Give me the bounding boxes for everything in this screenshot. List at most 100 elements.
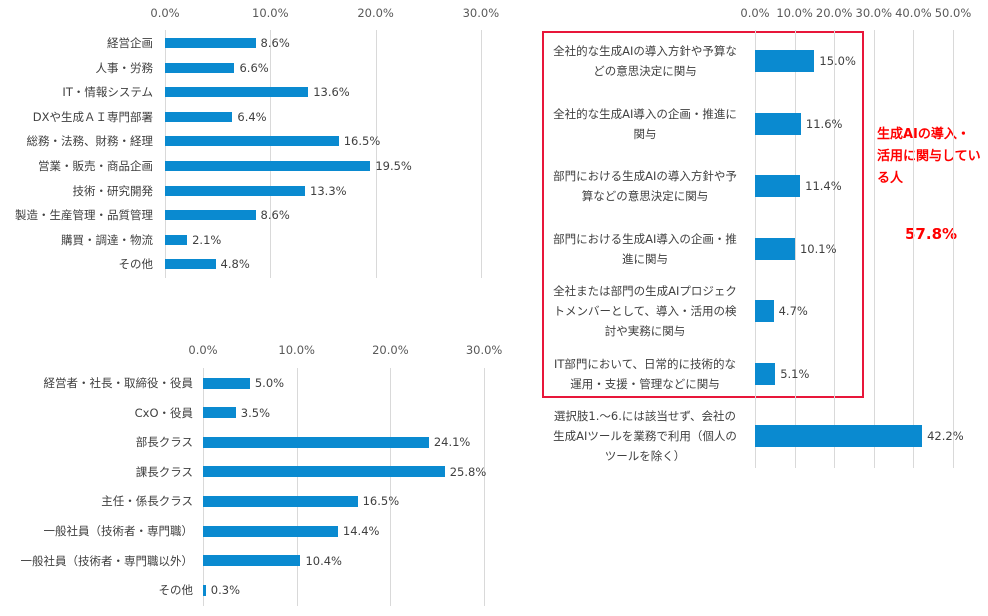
position-chart-bar <box>203 436 429 448</box>
department-chart-tick-label: 0.0% <box>150 6 180 20</box>
position-chart-category-label: 主任・係長クラス <box>101 494 193 509</box>
department-chart-data-label: 13.6% <box>313 85 350 100</box>
department-chart-category-label: その他 <box>118 257 154 272</box>
position-chart-data-label: 10.4% <box>305 553 342 568</box>
department-chart-data-label: 8.6% <box>260 208 290 223</box>
involvement-chart-bar <box>755 425 923 447</box>
department-chart-bar <box>165 259 216 270</box>
involvement-chart-category-label: 全社または部門の生成AIプロジェクトメンバーとして、導入・活用の検討や実務に関与 <box>553 284 737 338</box>
department-chart-data-label: 2.1% <box>192 232 222 247</box>
position-chart-bar <box>203 466 445 478</box>
involvement-chart-data-label: 4.7% <box>778 304 808 318</box>
department-chart-bar <box>165 38 256 48</box>
involvement-chart-tick-label: 10.0% <box>776 6 813 20</box>
department-chart-tick-label: 10.0% <box>252 6 289 20</box>
department-chart-data-label: 19.5% <box>375 159 412 173</box>
position-chart-data-label: 14.4% <box>342 524 380 538</box>
department-chart-gridline <box>165 30 166 278</box>
department-chart-data-label: 4.8% <box>220 257 250 272</box>
involvement-chart-bar <box>755 50 815 72</box>
involvement-chart-gridline <box>873 30 875 468</box>
involvement-annotation-value: 57.8% <box>905 225 958 243</box>
department-chart-category-label: 購買・調達・物流 <box>61 232 153 247</box>
involvement-chart-category-label: IT部門において、日常的に技術的な運用・支援・管理などに関与 <box>554 356 736 391</box>
position-chart-gridline <box>203 368 204 606</box>
involvement-chart-category-label: 部門における生成AI導入の企画・推進に関与 <box>553 231 737 266</box>
position-chart-data-label: 0.3% <box>210 583 241 598</box>
department-chart-category-label: 経営企画 <box>107 36 153 50</box>
involvement-chart-tick-label: 40.0% <box>895 6 932 20</box>
position-chart-gridline <box>296 368 298 606</box>
position-chart-category-label: その他 <box>158 583 194 598</box>
involvement-chart-bar <box>755 112 801 135</box>
involvement-chart-tick-label: 0.0% <box>740 6 770 20</box>
involvement-chart-bar <box>755 237 795 260</box>
position-chart-tick-label: 20.0% <box>372 343 409 357</box>
involvement-chart-bar <box>755 300 774 322</box>
involvement-chart-data-label: 42.2% <box>927 429 964 443</box>
position-chart-bar <box>203 377 250 389</box>
position-chart-data-label: 3.5% <box>240 405 270 420</box>
involvement-chart-category-label: 全社的な生成AI導入の企画・推進に関与 <box>553 106 737 141</box>
position-chart-category-label: 一般社員（技術者・専門職） <box>43 524 194 538</box>
involvement-chart-category-label: 全社的な生成AIの導入方針や予算などの意思決定に関与 <box>553 44 737 78</box>
involvement-chart-category-label: 部門における生成AIの導入方針や予算などの意思決定に関与 <box>553 169 737 203</box>
position-chart-bar <box>203 495 358 507</box>
involvement-chart-tick-label: 20.0% <box>815 6 853 20</box>
department-chart-category-label: 技術・研究開発 <box>72 183 154 198</box>
department-chart-bar <box>165 185 306 196</box>
department-chart-gridline <box>375 30 377 278</box>
department-chart-category-label: DXや生成ＡＩ専門部署 <box>32 109 153 124</box>
department-chart-category-label: 総務・法務、財務・経理 <box>26 134 154 149</box>
position-chart-data-label: 16.5% <box>362 494 400 509</box>
department-chart-bar <box>165 62 235 73</box>
department-chart-data-label: 13.3% <box>310 183 347 198</box>
involvement-highlight-box <box>542 31 864 398</box>
position-chart-category-label: 経営者・社長・取締役・役員 <box>43 376 194 390</box>
department-chart-category-label: IT・情報システム <box>62 85 153 100</box>
involvement-chart-data-label: 11.6% <box>805 116 843 131</box>
involvement-chart-gridline <box>834 30 836 468</box>
involvement-chart-category-label: 選択肢1.～6.には該当せず、会社の生成AIツールを業務で利用（個人のツールを除… <box>553 409 737 463</box>
department-chart-category-label: 製造・生産管理・品質管理 <box>15 208 153 223</box>
position-chart-data-label: 25.8% <box>449 464 487 479</box>
position-chart-data-label: 5.0% <box>254 376 285 390</box>
department-chart-tick-label: 20.0% <box>357 6 394 20</box>
department-chart-bar <box>165 87 309 98</box>
position-chart-tick-label: 30.0% <box>465 343 503 357</box>
position-chart-category-label: 部長クラス <box>135 435 193 450</box>
position-chart-bar <box>203 584 206 596</box>
involvement-chart-tick-label: 30.0% <box>855 6 893 20</box>
department-chart-bar <box>165 161 371 171</box>
position-chart-tick-label: 10.0% <box>278 343 315 357</box>
involvement-chart-bar <box>755 175 801 197</box>
involvement-chart-gridline <box>794 30 796 468</box>
involvement-chart-bar <box>755 362 776 385</box>
position-chart-tick-label: 0.0% <box>188 343 218 357</box>
position-chart-category-label: 一般社員（技術者・専門職以外） <box>20 553 194 568</box>
involvement-chart-data-label: 5.1% <box>780 366 810 381</box>
position-chart-category-label: 課長クラス <box>135 464 193 479</box>
position-chart-gridline <box>484 368 486 606</box>
department-chart-data-label: 6.6% <box>239 60 269 75</box>
position-chart-gridline <box>390 368 392 606</box>
department-chart-bar <box>165 136 339 147</box>
involvement-chart-data-label: 10.1% <box>799 241 837 256</box>
department-chart-bar <box>165 234 188 245</box>
position-chart-bar <box>203 555 301 567</box>
involvement-chart-data-label: 15.0% <box>819 54 856 68</box>
department-chart-gridline <box>270 30 272 278</box>
position-chart-data-label: 24.1% <box>433 435 471 450</box>
involvement-chart-data-label: 11.4% <box>805 179 842 193</box>
department-chart-gridline <box>480 30 482 278</box>
department-chart-category-label: 人事・労務 <box>95 60 154 75</box>
involvement-annotation: 生成AIの導入・活用に関与している人 <box>877 127 981 186</box>
department-chart-data-label: 16.5% <box>343 134 381 149</box>
involvement-chart-gridline <box>913 30 915 468</box>
involvement-chart-gridline <box>953 30 954 468</box>
department-chart-tick-label: 30.0% <box>462 6 500 20</box>
position-chart-category-label: CxO・役員 <box>134 405 193 420</box>
department-chart-data-label: 8.6% <box>260 36 290 50</box>
position-chart-bar <box>203 407 236 419</box>
